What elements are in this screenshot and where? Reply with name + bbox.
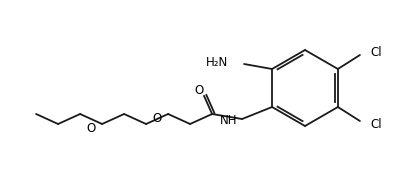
Text: Cl: Cl xyxy=(370,118,381,130)
Text: O: O xyxy=(195,84,204,96)
Text: H₂N: H₂N xyxy=(206,56,228,70)
Text: O: O xyxy=(152,112,162,125)
Text: NH: NH xyxy=(219,114,237,128)
Text: O: O xyxy=(86,123,96,135)
Text: Cl: Cl xyxy=(370,45,381,59)
